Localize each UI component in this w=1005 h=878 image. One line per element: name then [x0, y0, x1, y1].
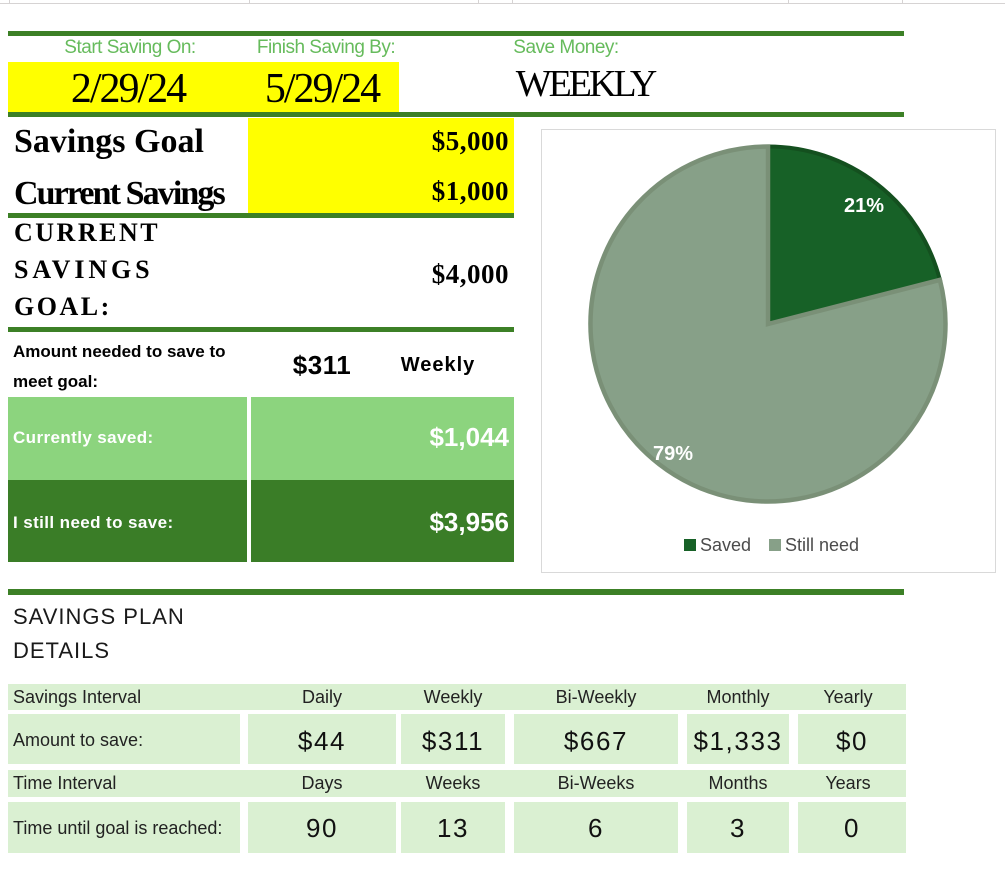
svg-text:21%: 21%	[844, 195, 884, 217]
svg-text:Still need: Still need	[785, 535, 859, 555]
svg-text:79%: 79%	[653, 443, 693, 465]
svg-text:Saved: Saved	[700, 535, 751, 555]
